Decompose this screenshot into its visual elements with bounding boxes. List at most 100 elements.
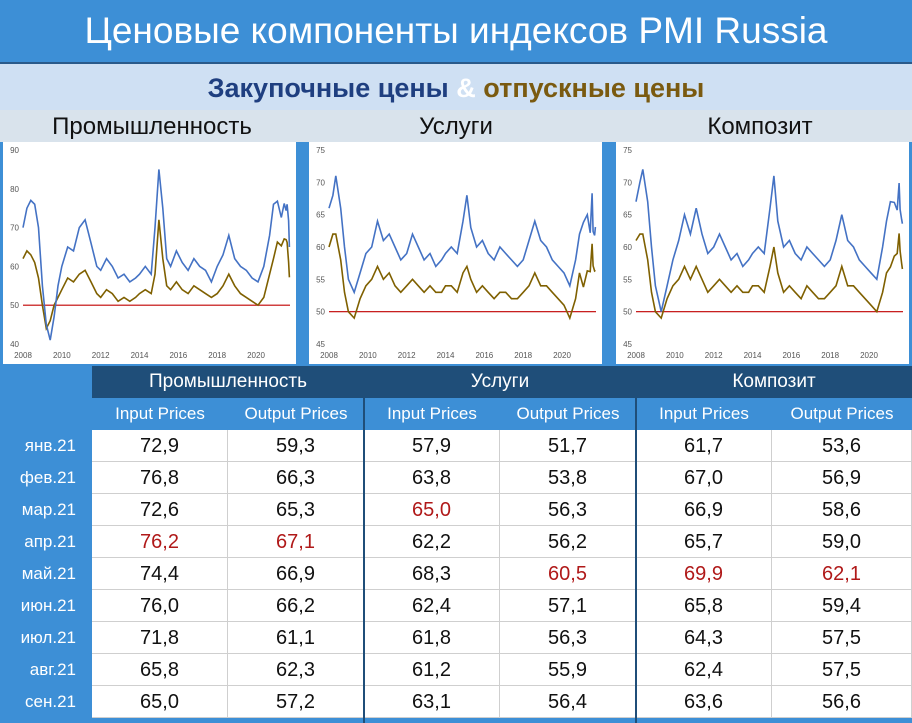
x-tick-label: 2020 xyxy=(247,351,265,360)
table-cell: 65,8 xyxy=(636,590,772,622)
table-cell: 62,2 xyxy=(364,526,500,558)
table-cell: 61,1 xyxy=(228,622,364,654)
x-tick-label: 2008 xyxy=(320,351,338,360)
table-cell: 57,5 xyxy=(772,654,912,686)
y-tick-label: 60 xyxy=(623,243,632,252)
band-services: Услуги xyxy=(419,113,493,140)
table-cell: 76,8 xyxy=(92,462,228,494)
subtitle-selling-prices: отпускные цены xyxy=(483,73,705,103)
x-tick-label: 2014 xyxy=(744,351,762,360)
y-tick-label: 70 xyxy=(316,178,325,187)
chart-manufacturing: 40 50 60 70 80 90 2008 2010 2012 2014 2016 2018 2020 xyxy=(3,142,296,364)
x-tick-label: 2012 xyxy=(705,351,723,360)
table-cell: 68,3 xyxy=(364,558,500,590)
table-cell: 65,7 xyxy=(636,526,772,558)
x-tick-label: 2016 xyxy=(782,351,800,360)
table-cell: 61,7 xyxy=(636,430,772,462)
table-cell: 63,6 xyxy=(636,686,772,718)
y-tick-label: 55 xyxy=(316,275,325,284)
y-tick-label: 50 xyxy=(10,301,19,310)
y-tick-label: 45 xyxy=(623,340,632,349)
y-tick-label: 50 xyxy=(623,308,632,317)
section-band: Промышленность Услуги Композит xyxy=(0,110,912,142)
table-cell: 65,8 xyxy=(92,654,228,686)
y-tick-label: 45 xyxy=(316,340,325,349)
table-cell: 56,4 xyxy=(500,686,636,718)
table-cell: 74,4 xyxy=(92,558,228,590)
table-cell: 57,5 xyxy=(772,622,912,654)
x-tick-label: 2020 xyxy=(553,351,571,360)
y-tick-label: 80 xyxy=(10,185,19,194)
table-cell: 56,3 xyxy=(500,622,636,654)
table-cell: 66,9 xyxy=(228,558,364,590)
table-cell: 61,2 xyxy=(364,654,500,686)
row-label: апр.21 xyxy=(0,526,92,558)
output-prices-line xyxy=(328,233,596,321)
y-tick-label: 55 xyxy=(623,275,632,284)
table-cell: 71,8 xyxy=(92,622,228,654)
x-tick-label: 2014 xyxy=(131,351,149,360)
subtitle: Закупочные цены & отпускные цены xyxy=(0,62,912,112)
x-tick-label: 2020 xyxy=(860,351,878,360)
input-prices-line xyxy=(635,169,904,312)
col-header-output: Output Prices xyxy=(500,398,636,430)
section-divider xyxy=(363,366,365,723)
row-label: янв.21 xyxy=(0,430,92,462)
table-cell: 62,4 xyxy=(636,654,772,686)
col-header-input: Input Prices xyxy=(636,398,772,430)
price-table: Промышленность Услуги Композит Input Pri… xyxy=(0,366,912,723)
y-tick-label: 60 xyxy=(10,262,19,271)
table-cell: 63,8 xyxy=(364,462,500,494)
table-cell: 69,9 xyxy=(636,558,772,590)
table-cell: 66,9 xyxy=(636,494,772,526)
x-tick-label: 2008 xyxy=(14,351,32,360)
x-tick-label: 2010 xyxy=(666,351,684,360)
output-prices-line xyxy=(635,233,904,320)
table-cell: 59,3 xyxy=(228,430,364,462)
y-tick-label: 50 xyxy=(316,308,325,317)
col-header-output: Output Prices xyxy=(228,398,364,430)
x-tick-label: 2012 xyxy=(92,351,110,360)
table-header-services: Услуги xyxy=(364,366,636,398)
col-header-input: Input Prices xyxy=(92,398,228,430)
input-prices-line xyxy=(328,175,597,295)
table-cell: 58,6 xyxy=(772,494,912,526)
y-tick-label: 60 xyxy=(316,243,325,252)
table-cell: 62,4 xyxy=(364,590,500,622)
section-divider xyxy=(635,366,637,723)
row-label: май.21 xyxy=(0,558,92,590)
table-cell: 57,2 xyxy=(228,686,364,718)
x-tick-label: 2010 xyxy=(359,351,377,360)
x-tick-label: 2014 xyxy=(437,351,455,360)
col-header-input: Input Prices xyxy=(364,398,500,430)
table-cell: 53,6 xyxy=(772,430,912,462)
y-tick-label: 40 xyxy=(10,340,19,349)
table-cell: 53,8 xyxy=(500,462,636,494)
y-tick-label: 75 xyxy=(316,146,325,155)
table-cell: 55,9 xyxy=(500,654,636,686)
y-tick-label: 65 xyxy=(316,211,325,220)
table-cell: 56,6 xyxy=(772,686,912,718)
table-cell: 72,6 xyxy=(92,494,228,526)
table-cell: 65,0 xyxy=(364,494,500,526)
table-cell: 56,9 xyxy=(772,462,912,494)
table-cell: 66,3 xyxy=(228,462,364,494)
table-header-composite: Композит xyxy=(636,366,912,398)
table-corner xyxy=(0,366,92,430)
table-cell: 61,8 xyxy=(364,622,500,654)
x-tick-label: 2010 xyxy=(53,351,71,360)
col-header-output: Output Prices xyxy=(772,398,912,430)
subtitle-purchase-prices: Закупочные цены xyxy=(207,73,449,103)
table-cell: 67,1 xyxy=(228,526,364,558)
table-cell: 64,3 xyxy=(636,622,772,654)
table-cell: 72,9 xyxy=(92,430,228,462)
table-cell: 67,0 xyxy=(636,462,772,494)
table-cell: 76,2 xyxy=(92,526,228,558)
output-prices-line xyxy=(22,219,291,332)
table-cell: 65,0 xyxy=(92,686,228,718)
row-label: авг.21 xyxy=(0,654,92,686)
table-cell: 51,7 xyxy=(500,430,636,462)
table-cell: 62,1 xyxy=(772,558,912,590)
table-cell: 59,0 xyxy=(772,526,912,558)
chart-services: 45 50 55 60 65 70 75 2008 2010 2012 2014 2016 2018 20… xyxy=(309,142,602,364)
